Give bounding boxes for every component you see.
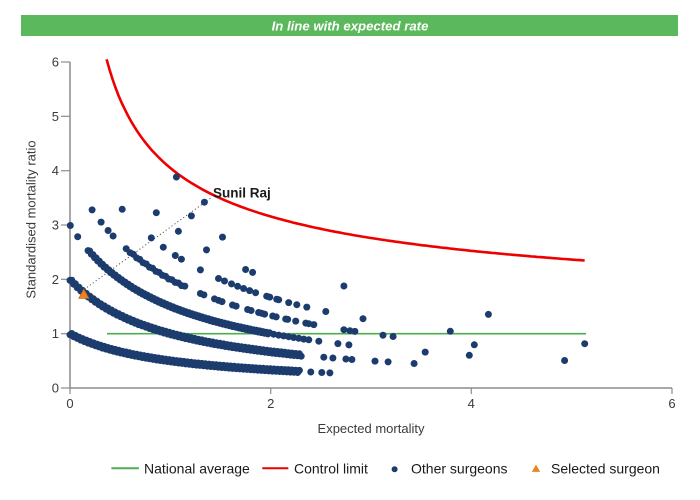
svg-text:Control limit: Control limit [294,461,368,477]
svg-text:Standardised mortality ratio: Standardised mortality ratio [24,140,39,298]
svg-text:Other surgeons: Other surgeons [411,461,508,477]
svg-text:2: 2 [52,272,59,287]
svg-text:Selected surgeon: Selected surgeon [551,461,660,477]
svg-text:3: 3 [52,218,59,233]
svg-text:In line with expected rate: In line with expected rate [272,19,429,34]
svg-text:National average: National average [144,461,250,477]
svg-text:0: 0 [66,396,73,411]
svg-text:1: 1 [52,326,59,341]
svg-text:4: 4 [52,163,59,178]
svg-text:Expected mortality: Expected mortality [318,421,425,436]
svg-text:0: 0 [52,381,59,396]
svg-text:6: 6 [668,396,675,411]
svg-text:2: 2 [267,396,274,411]
svg-text:6: 6 [52,55,59,70]
svg-text:5: 5 [52,109,59,124]
svg-text:Sunil Raj: Sunil Raj [213,186,271,201]
svg-text:4: 4 [468,396,475,411]
